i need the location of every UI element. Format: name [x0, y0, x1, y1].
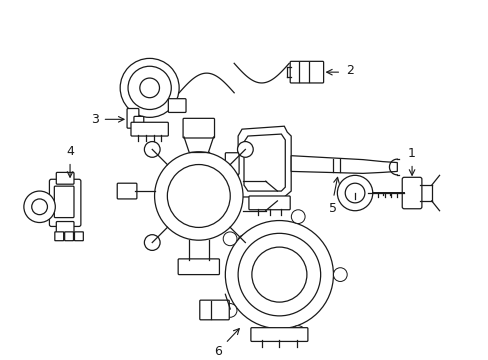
FancyBboxPatch shape — [178, 259, 219, 275]
Circle shape — [238, 233, 320, 316]
FancyBboxPatch shape — [183, 118, 214, 138]
Circle shape — [154, 152, 243, 240]
Circle shape — [345, 183, 364, 203]
Text: 1: 1 — [407, 147, 415, 160]
FancyBboxPatch shape — [248, 196, 289, 210]
FancyBboxPatch shape — [49, 179, 81, 226]
FancyBboxPatch shape — [200, 300, 229, 320]
Circle shape — [167, 165, 230, 228]
FancyBboxPatch shape — [56, 172, 74, 184]
FancyBboxPatch shape — [225, 153, 239, 174]
Polygon shape — [290, 156, 397, 174]
FancyBboxPatch shape — [117, 183, 137, 199]
Circle shape — [24, 191, 55, 222]
Text: 3: 3 — [90, 113, 99, 126]
FancyBboxPatch shape — [74, 232, 83, 241]
FancyBboxPatch shape — [134, 116, 143, 130]
Text: 5: 5 — [329, 202, 337, 215]
Polygon shape — [238, 126, 290, 197]
FancyBboxPatch shape — [54, 186, 74, 217]
Polygon shape — [244, 134, 285, 191]
FancyBboxPatch shape — [168, 99, 185, 112]
Circle shape — [333, 268, 346, 282]
Circle shape — [237, 141, 253, 157]
Circle shape — [291, 326, 305, 339]
Circle shape — [144, 141, 160, 157]
FancyBboxPatch shape — [131, 122, 168, 136]
Text: 6: 6 — [214, 345, 222, 358]
Text: 4: 4 — [66, 145, 74, 158]
Circle shape — [144, 235, 160, 251]
Circle shape — [251, 247, 306, 302]
Circle shape — [237, 235, 253, 251]
Text: 2: 2 — [346, 64, 353, 77]
FancyBboxPatch shape — [250, 328, 307, 341]
Circle shape — [120, 58, 179, 117]
FancyBboxPatch shape — [127, 108, 139, 128]
Circle shape — [223, 303, 237, 317]
Circle shape — [223, 232, 237, 246]
Circle shape — [140, 78, 159, 98]
Circle shape — [225, 221, 333, 329]
FancyBboxPatch shape — [64, 232, 73, 241]
FancyBboxPatch shape — [55, 232, 63, 241]
FancyBboxPatch shape — [56, 221, 74, 233]
Circle shape — [32, 199, 47, 215]
FancyBboxPatch shape — [289, 61, 323, 83]
FancyBboxPatch shape — [402, 177, 421, 209]
Circle shape — [128, 66, 171, 109]
Circle shape — [291, 210, 305, 224]
Circle shape — [337, 175, 372, 211]
